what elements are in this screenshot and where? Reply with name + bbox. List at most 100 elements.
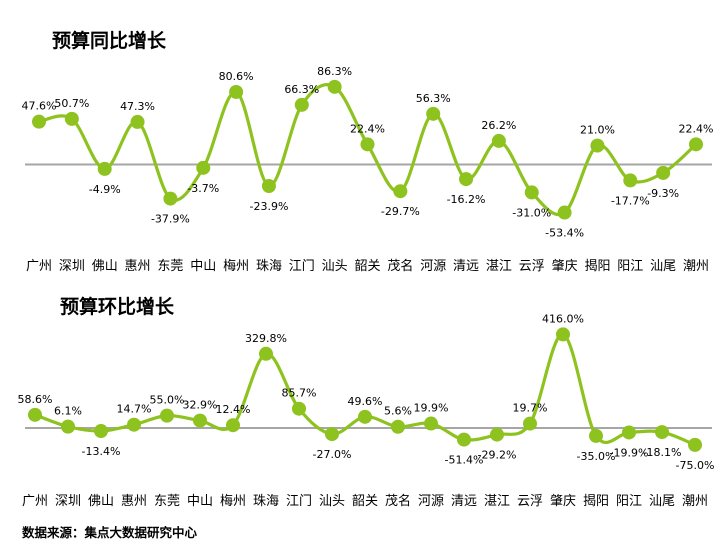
category-tick-label: 潮州 — [682, 494, 708, 509]
series-line — [38, 82, 698, 217]
category-tick-label: 东莞 — [154, 494, 180, 509]
category-tick-label: 广州 — [26, 259, 52, 274]
data-point — [556, 327, 570, 342]
data-label: -53.4% — [545, 227, 584, 240]
data-point — [325, 427, 339, 442]
data-point — [327, 79, 342, 94]
category-tick-label: 肇庆 — [552, 259, 578, 274]
data-label: -4.9% — [89, 183, 121, 196]
category-tick-label: 东莞 — [157, 259, 183, 274]
data-point — [590, 138, 605, 153]
category-tick-label: 深圳 — [59, 259, 85, 274]
data-label: 50.7% — [54, 97, 89, 110]
data-point — [229, 84, 244, 99]
data-point — [163, 191, 178, 206]
data-label: 85.7% — [282, 387, 317, 400]
data-point — [130, 114, 145, 129]
data-label: 80.6% — [219, 70, 254, 83]
data-label: 49.6% — [348, 395, 383, 408]
category-tick-label: 广州 — [22, 494, 48, 509]
category-tick-label: 河源 — [420, 259, 446, 274]
category-tick-label: 佛山 — [92, 259, 118, 274]
category-tick-label: 清远 — [451, 494, 477, 509]
category-tick-label: 揭阳 — [583, 494, 609, 509]
data-point — [459, 172, 474, 187]
data-label: 47.3% — [120, 100, 155, 113]
data-label: 32.9% — [183, 399, 218, 412]
data-label: -31.0% — [512, 206, 551, 219]
category-tick-label: 茂名 — [385, 493, 411, 509]
data-label: 19.9% — [414, 402, 449, 415]
data-point — [358, 409, 372, 424]
data-point — [360, 137, 375, 152]
data-label: 47.6% — [22, 100, 57, 113]
data-label: -51.4% — [445, 454, 484, 467]
data-label: -13.4% — [82, 445, 121, 458]
data-point — [32, 114, 46, 129]
category-tick-label: 汕头 — [319, 494, 345, 509]
category-tick-label: 阳江 — [617, 259, 643, 274]
data-label: 56.3% — [416, 92, 451, 105]
data-label: -29.2% — [478, 449, 517, 462]
category-tick-label: 深圳 — [55, 494, 81, 509]
chart-title-mom: 预算环比增长 — [60, 296, 175, 318]
category-tick-label: 揭阳 — [584, 259, 610, 274]
category-tick-label: 惠州 — [121, 494, 147, 509]
category-tick-label: 湛江 — [484, 494, 510, 509]
data-point — [259, 346, 273, 361]
data-label: 5.6% — [384, 405, 412, 418]
data-label: 416.0% — [542, 312, 584, 325]
category-tick-label: 中山 — [190, 259, 216, 274]
category-tick-label: 珠海 — [253, 494, 279, 509]
data-point — [490, 427, 504, 442]
data-label: 66.3% — [284, 83, 319, 96]
data-point — [589, 428, 603, 443]
data-label: 12.4% — [216, 403, 251, 416]
data-point — [393, 184, 408, 199]
data-point — [97, 161, 112, 176]
category-tick-label: 梅州 — [223, 259, 249, 274]
data-label: -27.0% — [313, 448, 352, 461]
data-label: -37.9% — [151, 213, 190, 226]
data-point — [557, 205, 572, 220]
data-label: -29.7% — [381, 205, 420, 218]
data-label: -9.3% — [647, 187, 679, 200]
data-point — [391, 419, 405, 434]
data-label: -23.9% — [249, 200, 288, 213]
data-label: 21.0% — [580, 124, 615, 137]
data-label: 14.7% — [117, 403, 152, 416]
data-point — [426, 106, 441, 121]
data-label: 26.2% — [481, 119, 516, 132]
data-label: -3.7% — [187, 182, 219, 195]
data-point — [196, 160, 211, 175]
category-tick-label: 清远 — [453, 259, 479, 274]
data-point — [491, 133, 506, 148]
data-point — [193, 413, 207, 428]
category-tick-label: 佛山 — [88, 494, 114, 509]
category-tick-label: 河源 — [418, 494, 444, 509]
category-tick-label: 汕头 — [322, 259, 348, 274]
category-tick-label: 阳江 — [616, 494, 642, 509]
data-point — [623, 173, 638, 188]
category-tick-label: 江门 — [289, 259, 315, 274]
data-label: 58.6% — [18, 393, 53, 406]
data-point — [294, 97, 309, 112]
data-point — [656, 165, 671, 180]
data-label: -19.9% — [610, 446, 649, 459]
data-label: -75.0% — [676, 459, 715, 472]
data-label: 19.7% — [513, 402, 548, 415]
data-point — [523, 416, 537, 431]
data-label: 329.8% — [245, 332, 287, 345]
category-tick-label: 中山 — [187, 494, 213, 509]
data-point — [292, 401, 306, 416]
data-label: -17.7% — [611, 194, 650, 207]
data-point — [94, 424, 108, 439]
category-tick-label: 肇庆 — [550, 494, 576, 509]
data-point — [655, 425, 669, 440]
data-point — [689, 137, 703, 152]
category-tick-label: 云浮 — [519, 259, 545, 274]
data-point — [61, 419, 75, 434]
category-tick-label: 云浮 — [517, 494, 543, 509]
